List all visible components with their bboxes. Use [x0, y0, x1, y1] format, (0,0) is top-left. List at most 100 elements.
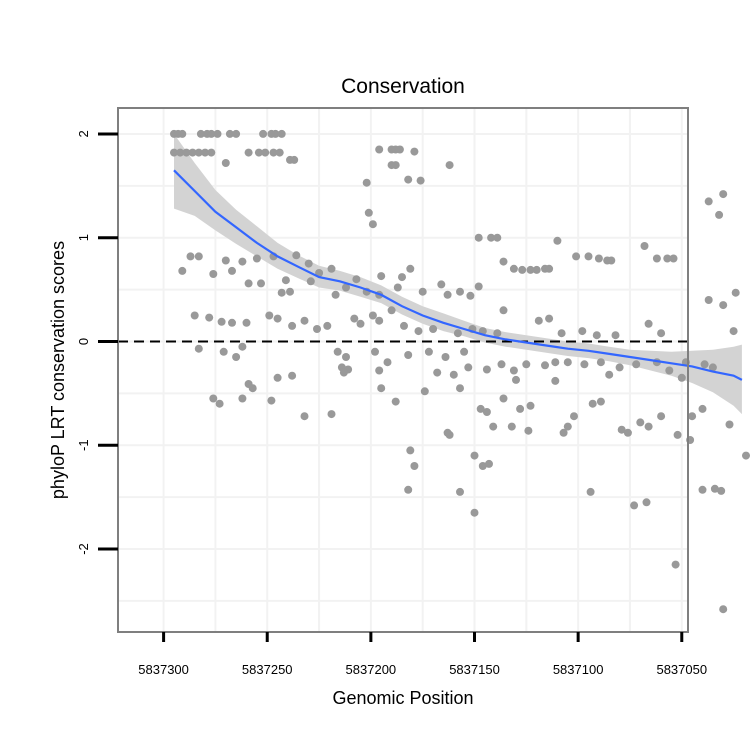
data-point — [652, 254, 661, 263]
data-point — [375, 145, 384, 154]
data-point — [205, 313, 214, 322]
data-point — [342, 353, 350, 361]
data-point — [698, 404, 707, 413]
data-point — [478, 462, 487, 470]
data-point — [209, 270, 218, 278]
data-point — [541, 361, 549, 370]
data-point — [630, 501, 639, 510]
data-point — [362, 178, 371, 187]
data-point — [642, 498, 651, 507]
data-point — [375, 316, 384, 325]
data-point — [499, 394, 508, 403]
data-point — [288, 321, 297, 330]
data-point — [257, 279, 265, 288]
data-point — [383, 358, 392, 367]
data-point — [526, 265, 535, 274]
data-point — [207, 148, 216, 157]
x-tick-label: 5837200 — [346, 662, 397, 677]
data-point — [221, 159, 230, 167]
data-point — [644, 319, 653, 328]
data-point — [418, 287, 427, 296]
chart-title: Conservation — [341, 75, 465, 98]
data-point — [437, 280, 446, 289]
data-point — [188, 148, 197, 157]
data-point — [288, 371, 297, 380]
data-point — [534, 316, 543, 325]
data-point — [632, 360, 641, 369]
data-point — [615, 363, 624, 372]
data-point — [286, 287, 294, 296]
data-point — [499, 306, 508, 315]
data-point — [339, 368, 348, 377]
data-point — [704, 197, 713, 206]
data-point — [275, 148, 284, 157]
data-point — [404, 485, 413, 494]
data-point — [404, 175, 413, 184]
data-point — [719, 605, 728, 614]
data-point — [456, 384, 464, 393]
data-point — [356, 319, 365, 328]
data-point — [323, 321, 332, 330]
data-point — [395, 145, 404, 154]
data-point — [178, 129, 187, 138]
data-point — [281, 276, 290, 285]
data-point — [176, 148, 185, 157]
scatter-points — [170, 129, 750, 614]
data-point — [715, 210, 724, 219]
data-point — [742, 451, 750, 460]
data-point — [244, 380, 253, 388]
data-point — [201, 148, 210, 157]
data-point — [657, 329, 666, 338]
data-point — [393, 283, 402, 292]
data-point — [290, 155, 299, 164]
data-point — [406, 264, 415, 273]
confidence-band — [174, 133, 742, 415]
data-point — [232, 129, 241, 138]
data-point — [623, 428, 632, 437]
data-point — [578, 327, 587, 336]
data-point — [182, 148, 191, 157]
data-point — [640, 242, 649, 250]
data-point — [563, 358, 572, 367]
data-point — [410, 462, 419, 470]
data-point — [592, 331, 601, 340]
data-point — [507, 422, 516, 431]
data-point — [196, 129, 205, 138]
data-point — [522, 360, 531, 369]
data-point — [225, 129, 234, 138]
data-point — [557, 329, 566, 338]
data-point — [238, 257, 247, 266]
data-point — [178, 266, 187, 275]
data-point — [580, 360, 589, 369]
data-point — [416, 176, 425, 185]
data-point — [261, 148, 270, 157]
data-point — [453, 329, 462, 338]
data-point — [669, 254, 678, 263]
data-point — [499, 257, 508, 266]
data-point — [470, 451, 479, 460]
data-point — [594, 254, 603, 263]
data-point — [493, 329, 502, 338]
data-point — [563, 422, 572, 431]
data-point — [306, 277, 315, 286]
data-point — [553, 236, 562, 245]
data-point — [375, 366, 384, 375]
x-tick-label: 5837100 — [553, 662, 604, 677]
data-point — [460, 347, 469, 356]
data-point — [596, 397, 605, 406]
data-point — [300, 316, 309, 325]
data-point — [364, 208, 373, 217]
data-point — [238, 394, 247, 403]
data-point — [470, 508, 479, 517]
data-point — [194, 148, 203, 157]
data-point — [304, 259, 313, 268]
data-point — [559, 428, 568, 437]
data-point — [194, 344, 203, 353]
data-point — [331, 290, 340, 299]
data-point — [215, 399, 224, 408]
y-axis-ticks: 2 1 0 -1 -2 — [76, 130, 118, 555]
data-point — [725, 420, 734, 429]
y-axis-title: phyloP LRT conservation scores — [48, 241, 68, 499]
data-point — [719, 190, 728, 199]
data-point — [489, 422, 498, 431]
